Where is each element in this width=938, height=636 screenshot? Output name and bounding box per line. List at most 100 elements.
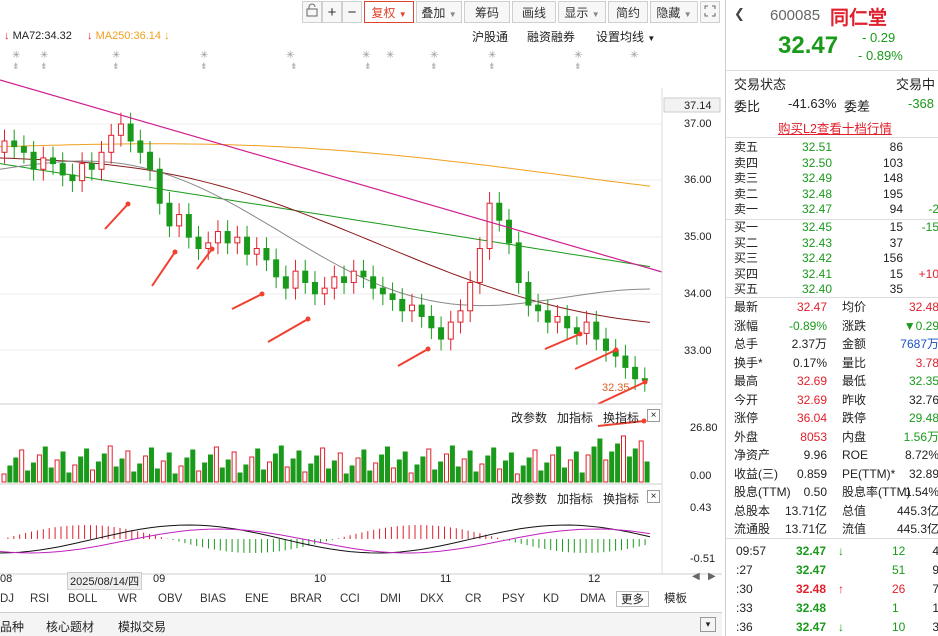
close-panel-button[interactable]: ×: [647, 490, 660, 503]
candle-body: [137, 140, 144, 153]
volume-bar: [308, 463, 314, 483]
indicator-tab-ene[interactable]: ENE: [245, 593, 269, 605]
stat-label: 最新: [734, 300, 759, 314]
xianshi-dropdown[interactable]: 显示 ▼: [558, 1, 606, 23]
price-chart-canvas[interactable]: ✳ ✳ ✳ ✳ ✳ ✳ ✳ ✳ ✳ ✳ ✳ ⇟ ⇟ ⇟ ⇟ ⇟ ⇟ ⇟ ⇟ ⇟: [0, 44, 722, 589]
change-params-button[interactable]: 改参数: [511, 492, 548, 506]
indicator-tab-obv[interactable]: OBV: [158, 593, 183, 605]
indicator-tab-cr[interactable]: CR: [465, 593, 482, 605]
stat-label: 换手*: [734, 355, 763, 370]
volume-bar: [178, 465, 184, 483]
stock-price: 32.47: [778, 32, 839, 59]
stat-label: 今开: [734, 392, 759, 407]
candle-body: [185, 214, 192, 238]
book-change: -2: [928, 202, 938, 216]
bottom-tab-moni[interactable]: 模拟交易: [118, 620, 167, 634]
tick-markers: ⇟ ⇟ ⇟ ⇟ ⇟ ⇟ ⇟ ⇟ ⇟: [12, 61, 582, 71]
diejia-dropdown[interactable]: 叠加 ▼: [416, 1, 462, 23]
svg-text:✳: ✳: [286, 50, 294, 61]
close-panel-button[interactable]: ×: [647, 409, 660, 422]
add-indicator-button[interactable]: 加指标: [557, 411, 594, 425]
weibi-value: -41.63%: [788, 96, 837, 111]
volume-bar: [249, 456, 255, 483]
collapse-panel-icon[interactable]: ❮: [734, 6, 745, 21]
yincang-dropdown[interactable]: 隐藏 ▼: [650, 1, 698, 23]
macd-lines: [0, 524, 651, 554]
tick-time: 09:57: [736, 544, 767, 558]
volume-bar: [337, 452, 343, 483]
expand-icon: [704, 5, 716, 17]
switch-indicator-button[interactable]: 换指标: [603, 492, 640, 506]
tick-volume: 1: [892, 601, 899, 615]
scroll-right-button[interactable]: ▶: [708, 571, 716, 582]
volume-bar: [255, 448, 261, 483]
fuquan-dropdown[interactable]: 复权 ▼: [364, 1, 414, 23]
jianyue-button[interactable]: 简约: [608, 1, 648, 23]
indicator-tab-psy[interactable]: PSY: [502, 593, 526, 605]
lock-icon-button[interactable]: [302, 1, 322, 23]
stat-label: 外盘: [734, 429, 759, 444]
zoom-out-button[interactable]: −: [342, 1, 362, 23]
volume-bar: [314, 455, 320, 483]
stat-row: 涨幅 -0.89% 涨跌 ▼0.29: [734, 319, 938, 334]
volume-bar: [573, 451, 579, 483]
indicator-tab-cci[interactable]: CCI: [340, 593, 360, 605]
bottom-tab-pinzhong[interactable]: 品种: [0, 620, 25, 634]
set-ma-dropdown[interactable]: 设置均线 ▼: [596, 30, 656, 44]
change-params-button[interactable]: 改参数: [511, 411, 548, 425]
panel-toggle-button[interactable]: ▾: [700, 617, 716, 632]
l2-upgrade-link[interactable]: 购买L2查看十档行情: [778, 122, 892, 136]
volume-bar: [520, 465, 526, 483]
volume-bar: [455, 466, 461, 483]
indicator-tab-brar[interactable]: BRAR: [290, 593, 322, 605]
indicator-tab-boll[interactable]: BOLL: [68, 593, 98, 605]
trend-line[interactable]: [0, 79, 663, 273]
stat-row: 今开 32.69 昨收 32.76: [734, 393, 938, 408]
indicator-tab-dma[interactable]: DMA: [580, 593, 606, 605]
indicator-tab-wr[interactable]: WR: [118, 593, 138, 605]
order-book-row: 买二 32.43 37: [734, 236, 938, 251]
tick-count: 7: [932, 582, 938, 597]
volume-bar: [556, 446, 562, 483]
annotation-arrow: [397, 348, 429, 367]
chouma-button[interactable]: 筹码: [464, 1, 510, 23]
indicator-tab-dmi[interactable]: DMI: [380, 593, 402, 605]
kline-chart-area[interactable]: + − 复权 ▼ 叠加 ▼ 筹码 画线 显示 ▼ 简约 隐藏 ▼ ↓ MA72:…: [0, 0, 725, 636]
book-price: 32.50: [802, 155, 833, 170]
stat-label: 流通股: [734, 522, 771, 536]
annotation-arrow: [104, 203, 129, 230]
rongzi-link[interactable]: 融资融券: [527, 30, 576, 44]
indicator-tab-dj[interactable]: DJ: [0, 593, 15, 605]
indicator-tab-dkx[interactable]: DKX: [420, 593, 444, 605]
switch-indicator-button[interactable]: 换指标: [603, 411, 640, 425]
indicator-tab-kd[interactable]: KD: [543, 593, 559, 605]
candle-body: [408, 304, 415, 312]
add-indicator-button[interactable]: 加指标: [557, 492, 594, 506]
volume-bar: [95, 461, 101, 483]
volume-bar: [36, 454, 42, 483]
scroll-left-button[interactable]: ◀: [692, 571, 700, 582]
more-indicators-button[interactable]: 更多: [616, 591, 649, 607]
candle-body: [30, 151, 37, 170]
arrow-down-icon: ↓: [838, 544, 844, 558]
volume-bar: [638, 440, 644, 483]
template-button[interactable]: 模板: [664, 593, 687, 605]
zoom-in-button[interactable]: +: [322, 1, 342, 23]
candle-body: [331, 276, 338, 289]
stat-row: 流通股 13.71亿 流值 445.3亿: [734, 522, 938, 537]
arrow-head: [642, 379, 648, 385]
svg-text:⇟: ⇟: [112, 61, 120, 71]
volume-bar: [343, 473, 349, 483]
candle-body: [50, 157, 57, 165]
huaxian-button[interactable]: 画线: [512, 1, 556, 23]
fullscreen-button[interactable]: [700, 1, 720, 23]
candle-body: [292, 270, 299, 289]
indicator-tab-rsi[interactable]: RSI: [30, 593, 50, 605]
price-tick-label: 34.00: [684, 288, 712, 300]
hugutong-link[interactable]: 沪股通: [472, 30, 509, 44]
bottom-tab-hexin[interactable]: 核心题材: [46, 620, 95, 634]
candle-body: [583, 321, 590, 334]
low-price-label: 32.35: [602, 382, 630, 394]
indicator-tab-bias[interactable]: BIAS: [200, 593, 227, 605]
stat-value: 32.76: [908, 392, 938, 407]
